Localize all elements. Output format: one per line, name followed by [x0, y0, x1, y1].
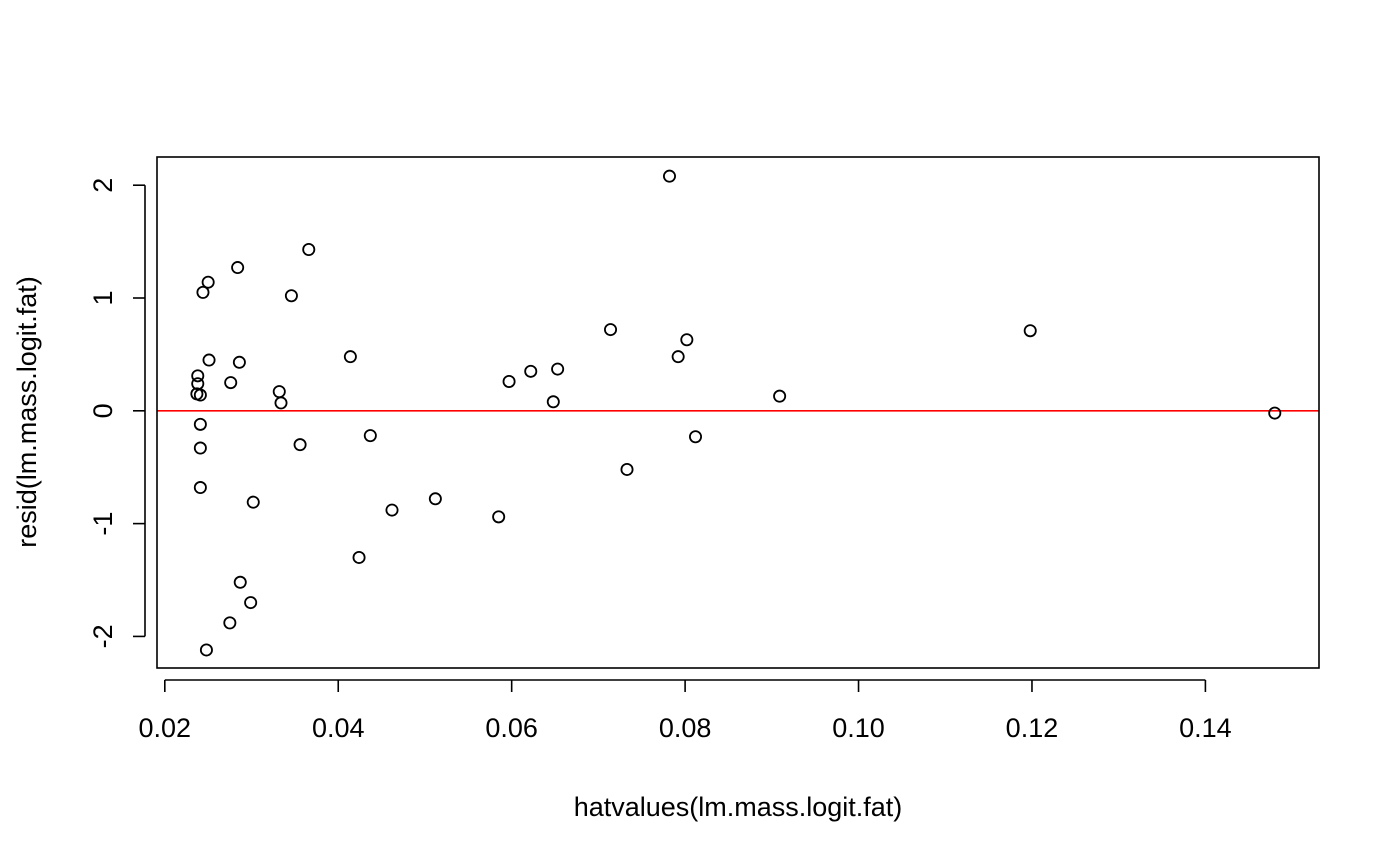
data-point — [193, 441, 207, 455]
data-point — [492, 510, 506, 524]
y-tick-label: 0 — [88, 403, 118, 418]
x-tick-label: 0.02 — [139, 713, 192, 743]
data-point — [680, 333, 694, 347]
data-point — [546, 395, 560, 409]
data-point — [428, 492, 442, 506]
data-point — [604, 323, 618, 337]
data-point — [662, 169, 676, 183]
data-point — [193, 417, 207, 431]
data-point — [620, 462, 634, 476]
data-point — [199, 643, 213, 657]
data-point — [231, 261, 245, 275]
data-point — [671, 350, 685, 364]
data-point — [363, 429, 377, 443]
y-tick-label: 1 — [88, 290, 118, 305]
y-tick-label: -2 — [88, 624, 118, 648]
data-point — [284, 289, 298, 303]
y-axis-label: resid(lm.mass.logit.fat) — [12, 276, 42, 548]
data-points — [190, 169, 1282, 657]
x-tick-label: 0.08 — [659, 713, 712, 743]
data-point — [246, 495, 260, 509]
plot-frame — [156, 156, 1320, 669]
x-tick-label: 0.14 — [1179, 713, 1232, 743]
data-point — [232, 355, 246, 369]
data-point — [1268, 406, 1282, 420]
data-point — [343, 350, 357, 364]
data-point — [201, 275, 215, 289]
data-point — [193, 388, 207, 402]
data-point — [274, 396, 288, 410]
data-point — [385, 503, 399, 517]
data-point — [193, 481, 207, 495]
data-point — [773, 389, 787, 403]
data-point — [293, 438, 307, 452]
x-axis: 0.02 0.04 0.06 0.08 0.10 0.12 0.14 — [139, 679, 1232, 743]
data-point — [196, 285, 210, 299]
data-point — [352, 550, 366, 564]
data-point — [1023, 324, 1037, 338]
data-point — [302, 242, 316, 256]
data-point — [244, 596, 258, 610]
data-point — [233, 575, 247, 589]
data-point — [223, 616, 237, 630]
data-point — [551, 362, 565, 376]
data-point — [202, 353, 216, 367]
data-point — [224, 376, 238, 390]
x-axis-label: hatvalues(lm.mass.logit.fat) — [574, 792, 903, 822]
x-tick-label: 0.06 — [485, 713, 538, 743]
y-tick-label: 2 — [88, 178, 118, 193]
data-point — [502, 374, 516, 388]
x-tick-label: 0.12 — [1006, 713, 1059, 743]
y-tick-label: -1 — [88, 512, 118, 536]
data-point — [524, 364, 538, 378]
x-tick-label: 0.04 — [312, 713, 365, 743]
x-tick-label: 0.10 — [832, 713, 885, 743]
data-point — [191, 369, 205, 383]
y-axis: -2 -1 0 1 2 — [88, 178, 146, 648]
data-point — [689, 430, 703, 444]
